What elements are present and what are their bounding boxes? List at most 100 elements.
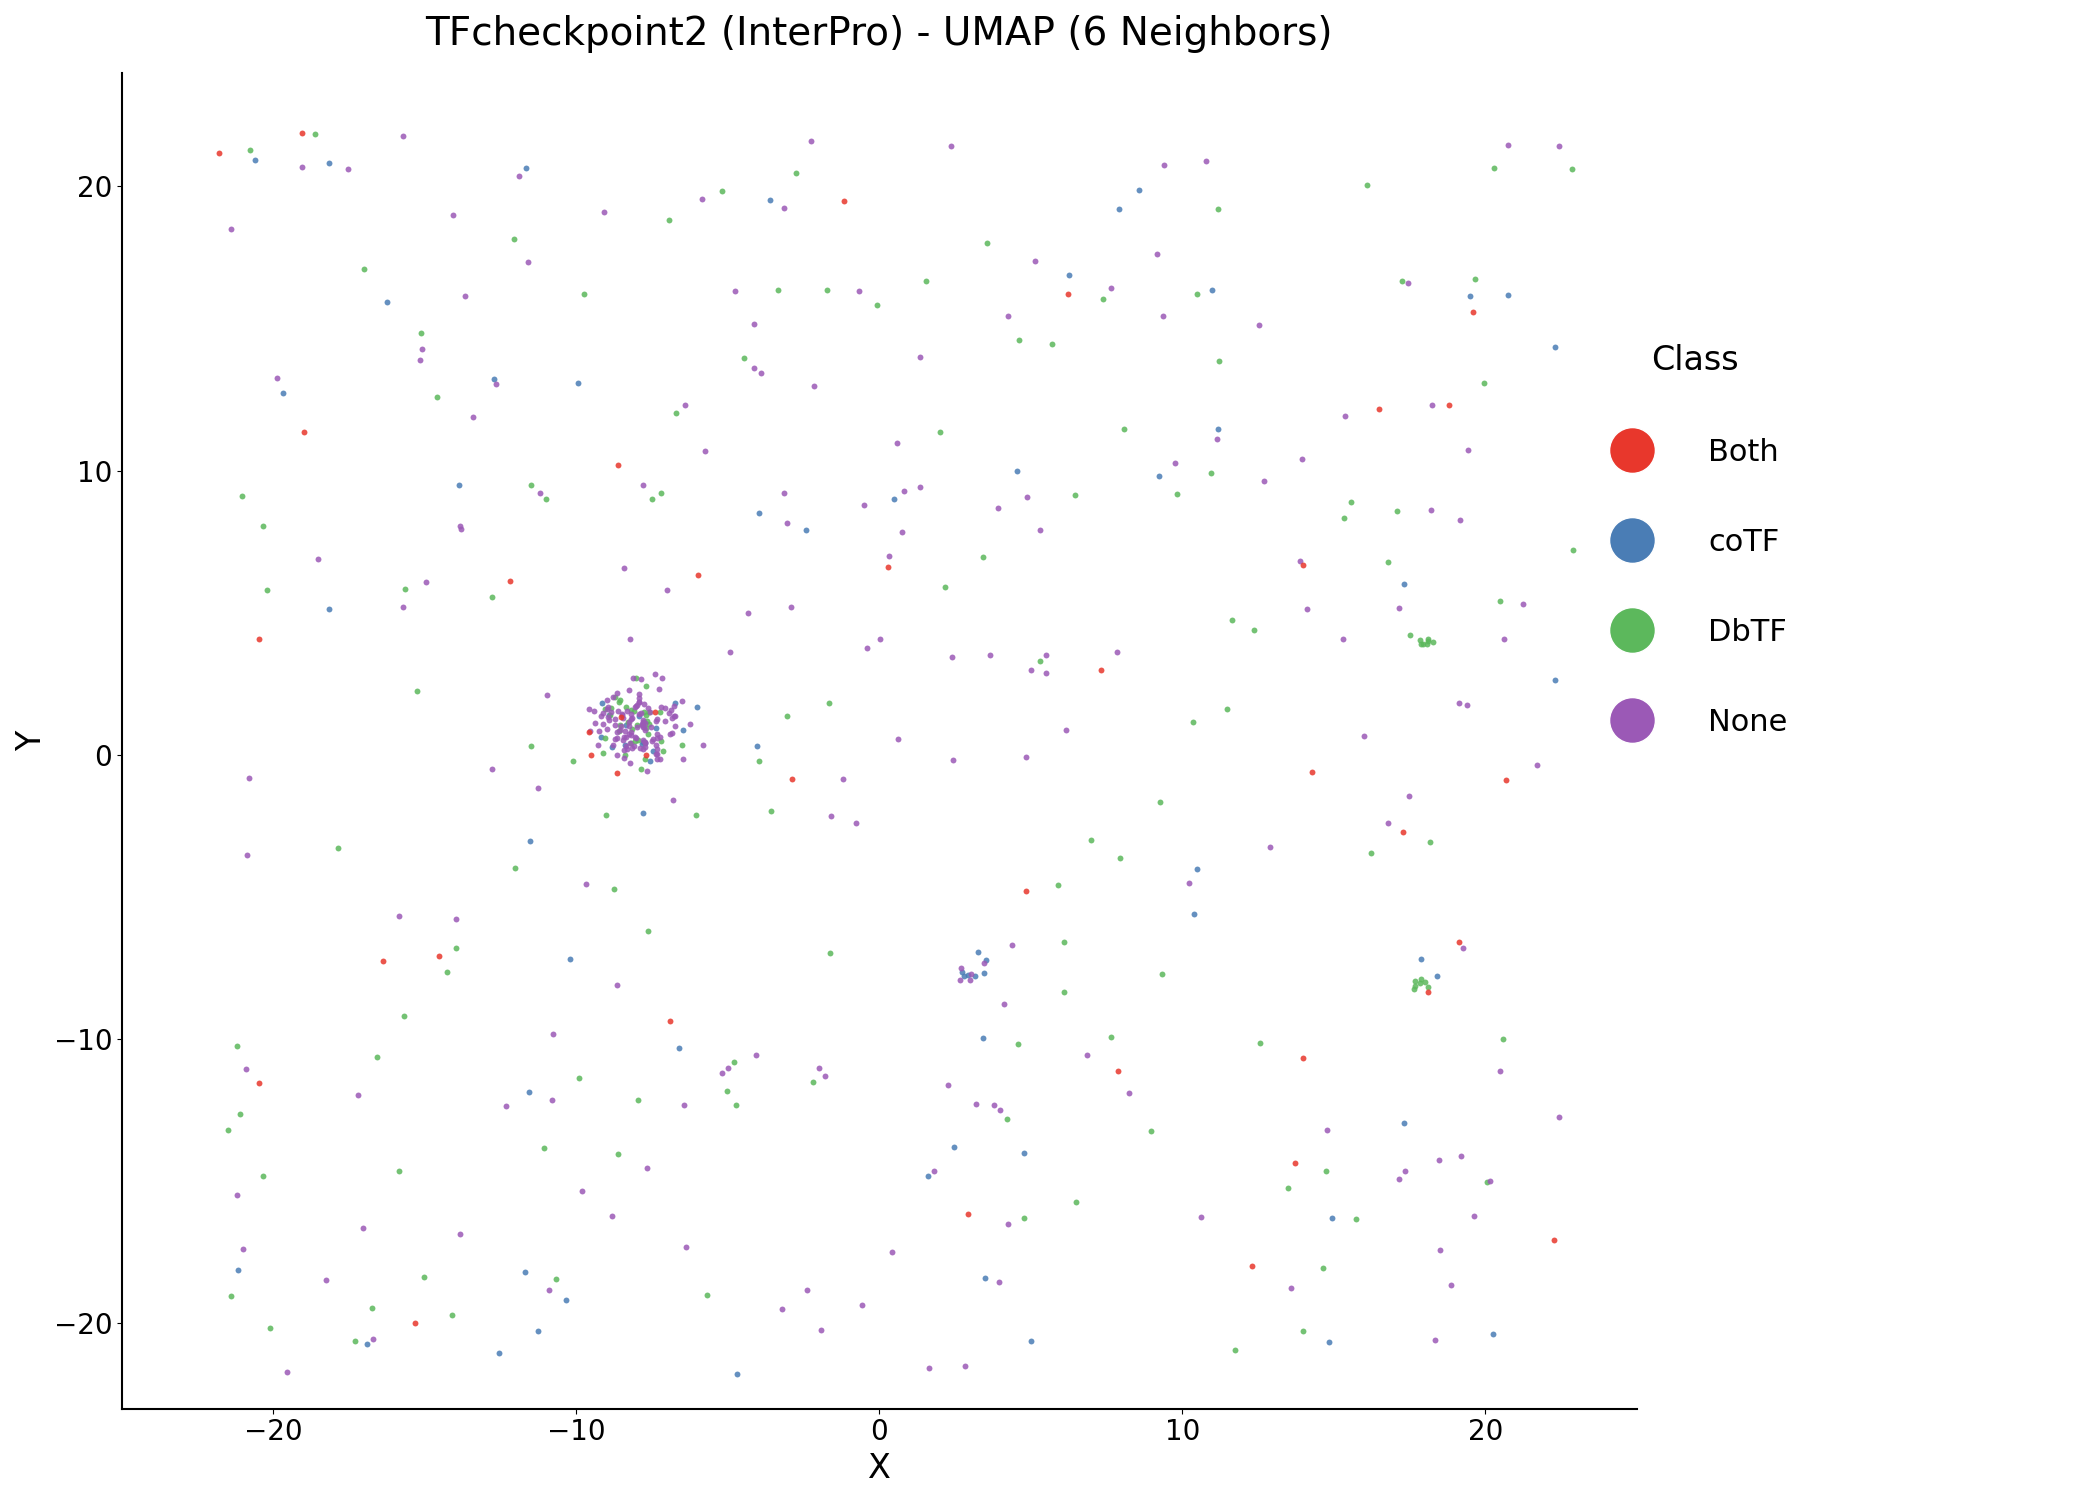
Point — [1180, 282, 1214, 306]
Point — [655, 706, 689, 730]
Point — [1476, 156, 1510, 180]
Point — [225, 484, 258, 508]
Point — [825, 766, 859, 790]
Point — [594, 696, 628, 720]
Point — [949, 1354, 983, 1378]
Point — [1392, 783, 1426, 807]
Point — [536, 1089, 569, 1113]
Point — [1237, 618, 1270, 642]
Point — [968, 1266, 1002, 1290]
Point — [1388, 573, 1422, 597]
Point — [550, 1288, 584, 1312]
Point — [674, 712, 708, 736]
Point — [727, 346, 760, 370]
Point — [790, 1278, 823, 1302]
Point — [712, 1056, 746, 1080]
Point — [914, 1356, 947, 1380]
Point — [437, 202, 470, 226]
Point — [588, 201, 622, 225]
Point — [1403, 966, 1436, 990]
Point — [386, 596, 420, 619]
Point — [498, 226, 531, 251]
Point — [903, 476, 937, 500]
Point — [598, 686, 632, 709]
Point — [527, 1137, 561, 1161]
Point — [271, 1360, 304, 1384]
Point — [615, 720, 649, 744]
Point — [598, 728, 632, 752]
Point — [924, 420, 958, 444]
Point — [1396, 976, 1430, 1000]
Point — [615, 699, 649, 723]
Point — [601, 760, 634, 784]
Point — [1537, 1228, 1571, 1252]
Point — [666, 688, 699, 712]
Point — [1199, 427, 1233, 451]
Point — [613, 706, 647, 730]
Point — [254, 1317, 288, 1341]
Point — [626, 738, 659, 762]
Point — [1210, 696, 1243, 720]
Point — [590, 802, 624, 826]
Point — [286, 122, 319, 146]
Point — [1014, 657, 1048, 681]
Point — [987, 992, 1021, 1016]
Point — [1235, 1254, 1268, 1278]
Point — [626, 801, 659, 825]
Point — [514, 734, 548, 758]
Point — [531, 1278, 565, 1302]
Point — [640, 706, 674, 730]
Point — [863, 627, 897, 651]
Point — [210, 1118, 244, 1142]
Point — [1447, 936, 1480, 960]
Point — [540, 1268, 573, 1292]
Point — [1107, 417, 1140, 441]
Point — [596, 734, 630, 758]
Point — [808, 1064, 842, 1088]
Point — [731, 602, 764, 625]
Point — [242, 627, 275, 651]
Point — [628, 716, 662, 740]
Point — [401, 680, 435, 703]
Point — [523, 482, 556, 506]
Point — [995, 933, 1029, 957]
Point — [945, 960, 979, 984]
Point — [477, 368, 510, 392]
Point — [766, 482, 800, 506]
Point — [953, 962, 987, 986]
Point — [850, 636, 884, 660]
Point — [766, 1298, 800, 1322]
Point — [638, 700, 672, 724]
Point — [638, 742, 672, 766]
Point — [220, 1258, 254, 1282]
Point — [706, 1062, 739, 1086]
Point — [1283, 549, 1317, 573]
Point — [498, 856, 531, 880]
Point — [983, 1098, 1016, 1122]
Point — [739, 734, 773, 758]
Point — [689, 440, 722, 464]
Point — [655, 722, 689, 746]
Point — [1474, 1168, 1508, 1192]
Point — [796, 1070, 830, 1094]
Point — [657, 704, 691, 728]
Point — [584, 726, 617, 750]
Point — [1201, 350, 1235, 374]
Point — [1340, 1208, 1373, 1231]
Point — [298, 122, 332, 146]
Point — [607, 728, 640, 752]
Point — [1176, 710, 1210, 734]
Point — [1420, 963, 1453, 987]
Point — [771, 704, 804, 728]
Point — [443, 472, 477, 496]
Point — [937, 748, 970, 772]
Point — [567, 282, 601, 306]
Point — [628, 729, 662, 753]
Point — [632, 711, 666, 735]
Point — [1327, 404, 1361, 427]
Point — [687, 734, 720, 758]
Point — [634, 748, 668, 772]
Point — [643, 747, 676, 771]
Point — [613, 730, 647, 754]
Point — [615, 735, 649, 759]
